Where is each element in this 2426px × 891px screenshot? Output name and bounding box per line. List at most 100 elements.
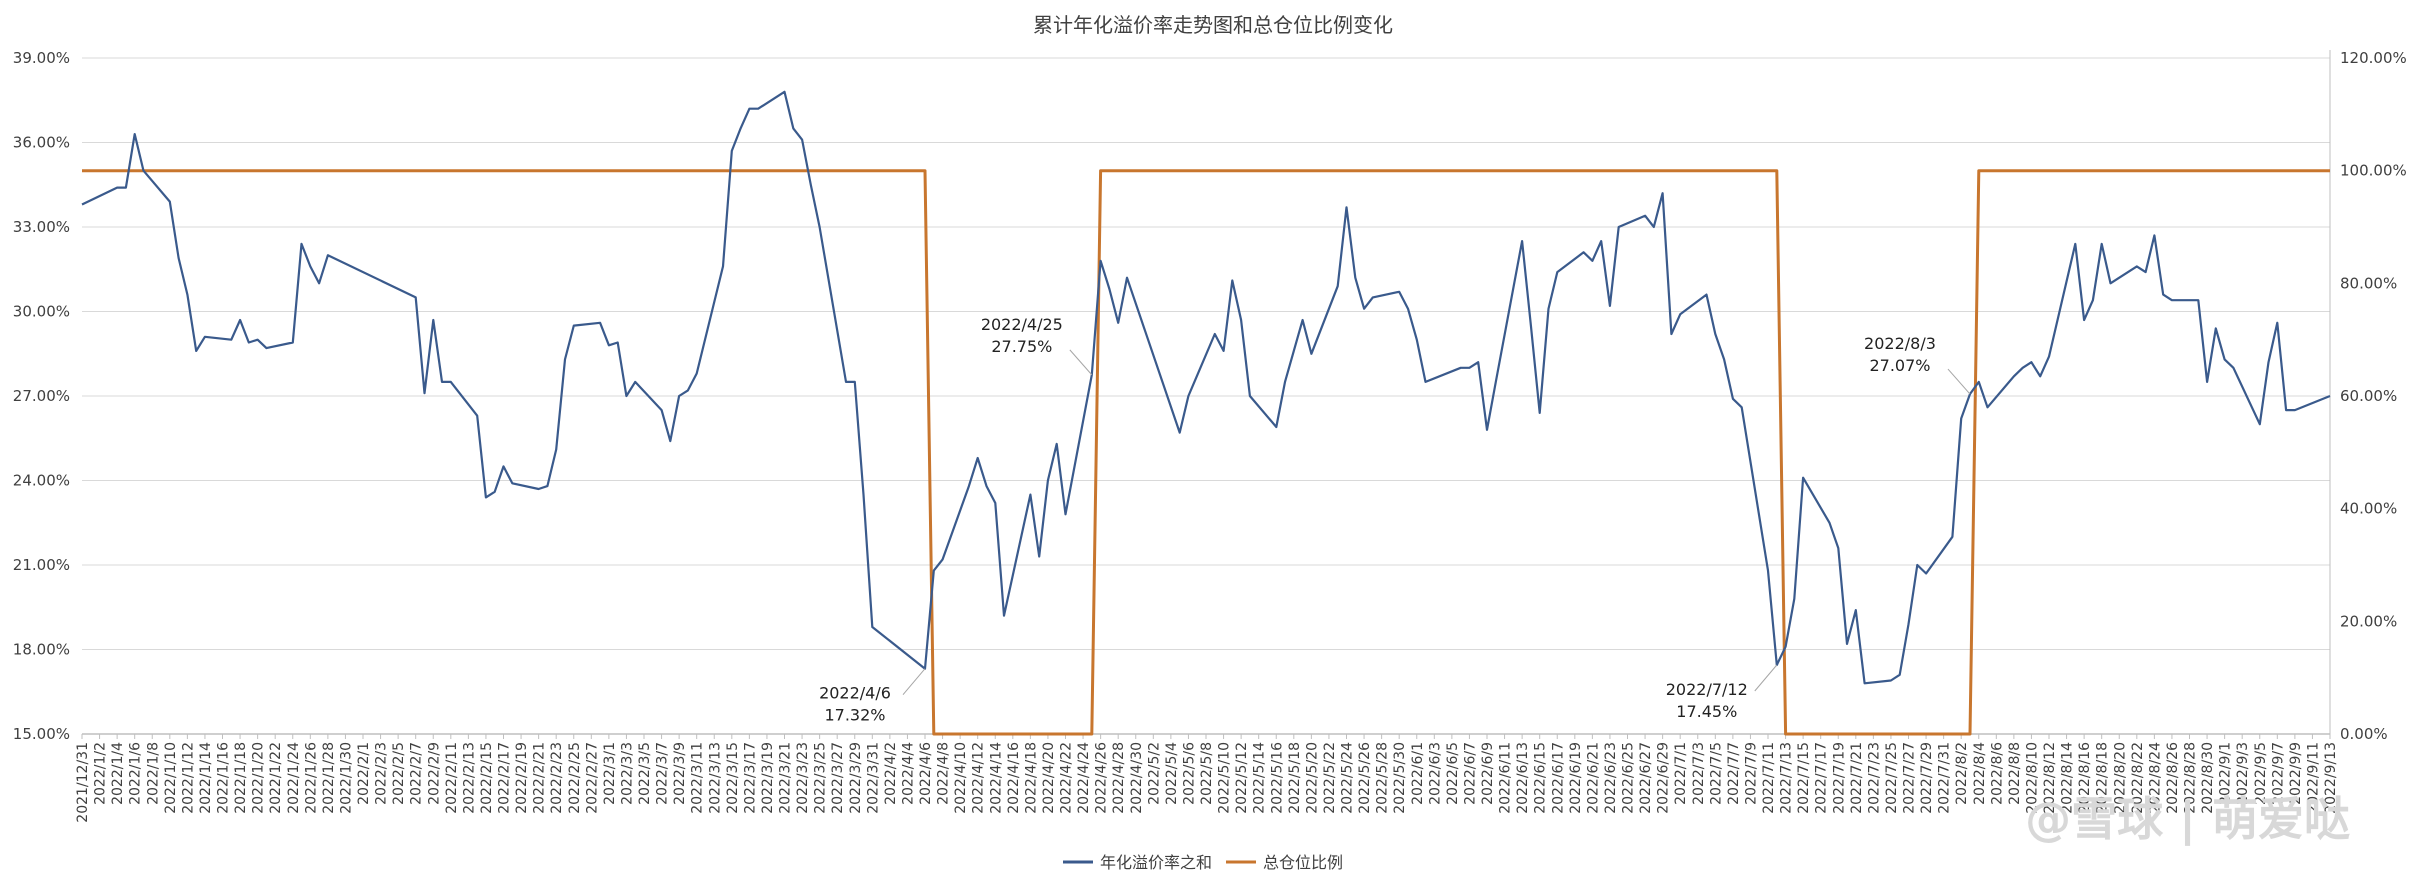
annotation-value: 17.45%: [1676, 702, 1737, 721]
x-tick-label: 2022/4/2: [883, 742, 899, 805]
x-tick-label: 2022/5/4: [1164, 742, 1180, 805]
annotation-date: 2022/8/3: [1864, 334, 1936, 353]
x-tick-label: 2022/6/15: [1533, 742, 1549, 814]
x-tick-label: 2022/5/28: [1375, 742, 1391, 814]
x-tick-label: 2022/7/23: [1866, 742, 1882, 814]
x-tick-label: 2022/9/3: [2235, 742, 2251, 805]
x-tick-label: 2022/6/17: [1550, 742, 1566, 814]
x-tick-label: 2022/3/17: [742, 742, 758, 814]
x-tick-label: 2022/1/8: [145, 742, 161, 805]
x-tick-label: 2022/6/25: [1621, 742, 1637, 814]
x-tick-label: 2022/8/4: [1972, 742, 1988, 805]
x-tick-label: 2022/2/17: [497, 742, 513, 814]
x-tick-label: 2022/1/20: [251, 742, 267, 814]
x-tick-label: 2022/1/26: [303, 742, 319, 814]
x-tick-label: 2022/3/13: [707, 742, 723, 814]
x-tick-label: 2022/7/9: [1743, 742, 1759, 805]
series-line-position: [82, 169, 2330, 736]
x-tick-label: 2022/2/25: [567, 742, 583, 814]
x-tick-label: 2022/1/10: [163, 742, 179, 814]
x-tick-label: 2022/9/13: [2323, 742, 2339, 814]
x-tick-label: 2022/8/26: [2165, 742, 2181, 814]
x-tick-label: 2022/3/11: [690, 742, 706, 814]
x-tick-label: 2022/5/26: [1357, 742, 1373, 814]
x-tick-label: 2022/2/3: [374, 742, 390, 805]
x-tick-label: 2022/5/22: [1322, 742, 1338, 814]
x-tick-label: 2022/5/6: [1181, 742, 1197, 805]
x-tick-label: 2022/5/20: [1304, 742, 1320, 814]
annotation-leader: [1947, 368, 1971, 395]
x-tick-label: 2022/6/23: [1603, 742, 1619, 814]
x-tick-label: 2022/3/15: [725, 742, 741, 814]
x-tick-label: 2022/9/7: [2270, 742, 2286, 805]
x-tick-label: 2022/3/25: [813, 742, 829, 814]
x-tick-label: 2022/4/4: [900, 742, 916, 805]
x-tick-label: 2022/8/30: [2200, 742, 2216, 814]
annotation-value: 27.75%: [991, 337, 1052, 356]
y-right-tick-label: 20.00%: [2340, 612, 2397, 630]
annotation-leader: [1754, 664, 1778, 692]
y-right-tick-label: 120.00%: [2340, 49, 2407, 67]
y-left-tick-label: 15.00%: [13, 725, 70, 743]
annotation-date: 2022/7/12: [1666, 680, 1748, 699]
x-tick-label: 2022/6/9: [1480, 742, 1496, 805]
x-tick-label: 2022/9/1: [2218, 742, 2234, 805]
x-tick-label: 2022/7/29: [1919, 742, 1935, 814]
x-tick-label: 2022/7/13: [1779, 742, 1795, 814]
x-tick-label: 2022/1/18: [233, 742, 249, 814]
x-tick-label: 2022/5/8: [1199, 742, 1215, 805]
x-tick-label: 2022/7/1: [1673, 742, 1689, 805]
x-tick-label: 2022/4/14: [988, 742, 1004, 814]
annotation-date: 2022/4/25: [981, 315, 1063, 334]
x-tick-label: 2022/7/27: [1902, 742, 1918, 814]
y-left-tick-label: 36.00%: [13, 134, 70, 152]
y-left-tick-label: 39.00%: [13, 49, 70, 67]
x-tick-label: 2022/5/24: [1340, 742, 1356, 814]
x-tick-label: 2022/5/16: [1269, 742, 1285, 814]
x-tick-label: 2022/9/5: [2253, 742, 2269, 805]
x-tick-label: 2022/2/21: [532, 742, 548, 814]
x-tick-label: 2022/7/11: [1761, 742, 1777, 814]
annotation-value: 27.07%: [1869, 356, 1930, 375]
x-tick-label: 2022/8/24: [2147, 742, 2163, 814]
annotation-leader: [902, 668, 926, 695]
x-tick-label: 2022/4/26: [1094, 742, 1110, 814]
x-tick-label: 2022/4/22: [1059, 742, 1075, 814]
x-tick-label: 2022/1/12: [180, 742, 196, 814]
x-tick-label: 2022/8/14: [2060, 742, 2076, 814]
x-tick-label: 2022/7/21: [1849, 742, 1865, 814]
x-tick-label: 2022/6/19: [1568, 742, 1584, 814]
x-tick-label: 2022/1/16: [216, 742, 232, 814]
annotation-date: 2022/4/6: [819, 684, 891, 703]
x-tick-label: 2022/8/20: [2112, 742, 2128, 814]
x-tick-label: 2022/6/1: [1410, 742, 1426, 805]
x-tick-label: 2022/2/13: [461, 742, 477, 814]
x-tick-label: 2022/6/7: [1462, 742, 1478, 805]
x-tick-label: 2022/1/2: [93, 742, 109, 805]
x-tick-label: 2022/1/14: [198, 742, 214, 814]
x-tick-label: 2022/8/8: [2007, 742, 2023, 805]
x-tick-label: 2022/5/12: [1234, 742, 1250, 814]
x-tick-label: 2022/1/4: [110, 742, 126, 805]
x-tick-label: 2022/4/10: [953, 742, 969, 814]
x-tick-label: 2022/2/19: [514, 742, 530, 814]
x-tick-label: 2022/3/19: [760, 742, 776, 814]
x-tick-label: 2022/3/9: [672, 742, 688, 805]
x-tick-label: 2022/4/18: [1023, 742, 1039, 814]
x-tick-label: 2022/2/11: [444, 742, 460, 814]
y-axis-left-ticks: 15.00% 18.00% 21.00% 24.00% 27.00% 30.00% 33.0…: [13, 49, 70, 743]
y-right-tick-label: 100.00%: [2340, 162, 2407, 180]
y-left-tick-label: 24.00%: [13, 472, 70, 490]
x-tick-label: 2022/2/23: [549, 742, 565, 814]
x-tick-label: 2022/7/3: [1691, 742, 1707, 805]
x-tick-label: 2022/2/15: [479, 742, 495, 814]
y-right-tick-label: 40.00%: [2340, 500, 2397, 518]
legend-label-premium: 年化溢价率之和: [1100, 853, 1212, 872]
y-left-tick-label: 27.00%: [13, 387, 70, 405]
x-tick-label: 2022/1/22: [268, 742, 284, 814]
x-tick-label: 2022/8/28: [2183, 742, 2199, 814]
x-tick-label: 2022/5/30: [1392, 742, 1408, 814]
x-tick-label: 2022/5/2: [1146, 742, 1162, 805]
y-left-tick-label: 21.00%: [13, 556, 70, 574]
annotation-value: 17.32%: [824, 706, 885, 725]
